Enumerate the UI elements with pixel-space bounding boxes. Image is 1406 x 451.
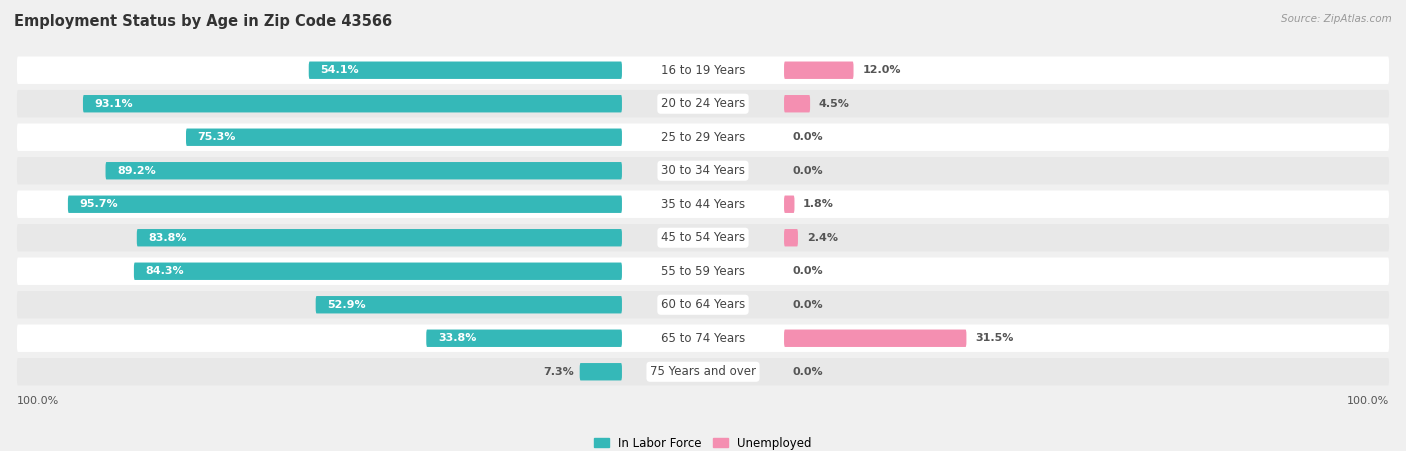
Text: 16 to 19 Years: 16 to 19 Years (661, 64, 745, 77)
FancyBboxPatch shape (17, 90, 1389, 117)
Text: 65 to 74 Years: 65 to 74 Years (661, 332, 745, 345)
FancyBboxPatch shape (785, 95, 810, 112)
FancyBboxPatch shape (105, 162, 621, 179)
Text: 55 to 59 Years: 55 to 59 Years (661, 265, 745, 278)
Text: 75.3%: 75.3% (198, 132, 236, 142)
Text: 0.0%: 0.0% (793, 166, 824, 176)
Text: 83.8%: 83.8% (149, 233, 187, 243)
FancyBboxPatch shape (17, 358, 1389, 386)
Text: 35 to 44 Years: 35 to 44 Years (661, 198, 745, 211)
FancyBboxPatch shape (17, 325, 1389, 352)
Text: 0.0%: 0.0% (793, 367, 824, 377)
Text: 54.1%: 54.1% (321, 65, 359, 75)
FancyBboxPatch shape (785, 229, 799, 246)
FancyBboxPatch shape (785, 330, 966, 347)
FancyBboxPatch shape (785, 196, 794, 213)
Text: 100.0%: 100.0% (17, 396, 59, 406)
Text: 33.8%: 33.8% (437, 333, 477, 343)
Text: Source: ZipAtlas.com: Source: ZipAtlas.com (1281, 14, 1392, 23)
FancyBboxPatch shape (67, 196, 621, 213)
FancyBboxPatch shape (316, 296, 621, 313)
FancyBboxPatch shape (17, 291, 1389, 318)
Text: 0.0%: 0.0% (793, 300, 824, 310)
FancyBboxPatch shape (134, 262, 621, 280)
Text: 0.0%: 0.0% (793, 132, 824, 142)
FancyBboxPatch shape (309, 61, 621, 79)
FancyBboxPatch shape (17, 157, 1389, 184)
FancyBboxPatch shape (17, 56, 1389, 84)
Text: 93.1%: 93.1% (94, 99, 134, 109)
Text: 84.3%: 84.3% (145, 266, 184, 276)
Text: 12.0%: 12.0% (862, 65, 901, 75)
Legend: In Labor Force, Unemployed: In Labor Force, Unemployed (589, 432, 817, 451)
Text: 89.2%: 89.2% (117, 166, 156, 176)
Text: 95.7%: 95.7% (80, 199, 118, 209)
FancyBboxPatch shape (17, 124, 1389, 151)
FancyBboxPatch shape (426, 330, 621, 347)
Text: 100.0%: 100.0% (1347, 396, 1389, 406)
Text: 7.3%: 7.3% (543, 367, 574, 377)
Text: 2.4%: 2.4% (807, 233, 838, 243)
FancyBboxPatch shape (17, 258, 1389, 285)
Text: 20 to 24 Years: 20 to 24 Years (661, 97, 745, 110)
Text: 52.9%: 52.9% (328, 300, 366, 310)
Text: 45 to 54 Years: 45 to 54 Years (661, 231, 745, 244)
Text: Employment Status by Age in Zip Code 43566: Employment Status by Age in Zip Code 435… (14, 14, 392, 28)
FancyBboxPatch shape (17, 190, 1389, 218)
FancyBboxPatch shape (136, 229, 621, 246)
Text: 25 to 29 Years: 25 to 29 Years (661, 131, 745, 144)
FancyBboxPatch shape (186, 129, 621, 146)
FancyBboxPatch shape (83, 95, 621, 112)
Text: 1.8%: 1.8% (803, 199, 834, 209)
FancyBboxPatch shape (579, 363, 621, 381)
Text: 4.5%: 4.5% (818, 99, 849, 109)
Text: 75 Years and over: 75 Years and over (650, 365, 756, 378)
FancyBboxPatch shape (785, 61, 853, 79)
Text: 31.5%: 31.5% (976, 333, 1014, 343)
Text: 0.0%: 0.0% (793, 266, 824, 276)
Text: 30 to 34 Years: 30 to 34 Years (661, 164, 745, 177)
Text: 60 to 64 Years: 60 to 64 Years (661, 298, 745, 311)
FancyBboxPatch shape (17, 224, 1389, 252)
